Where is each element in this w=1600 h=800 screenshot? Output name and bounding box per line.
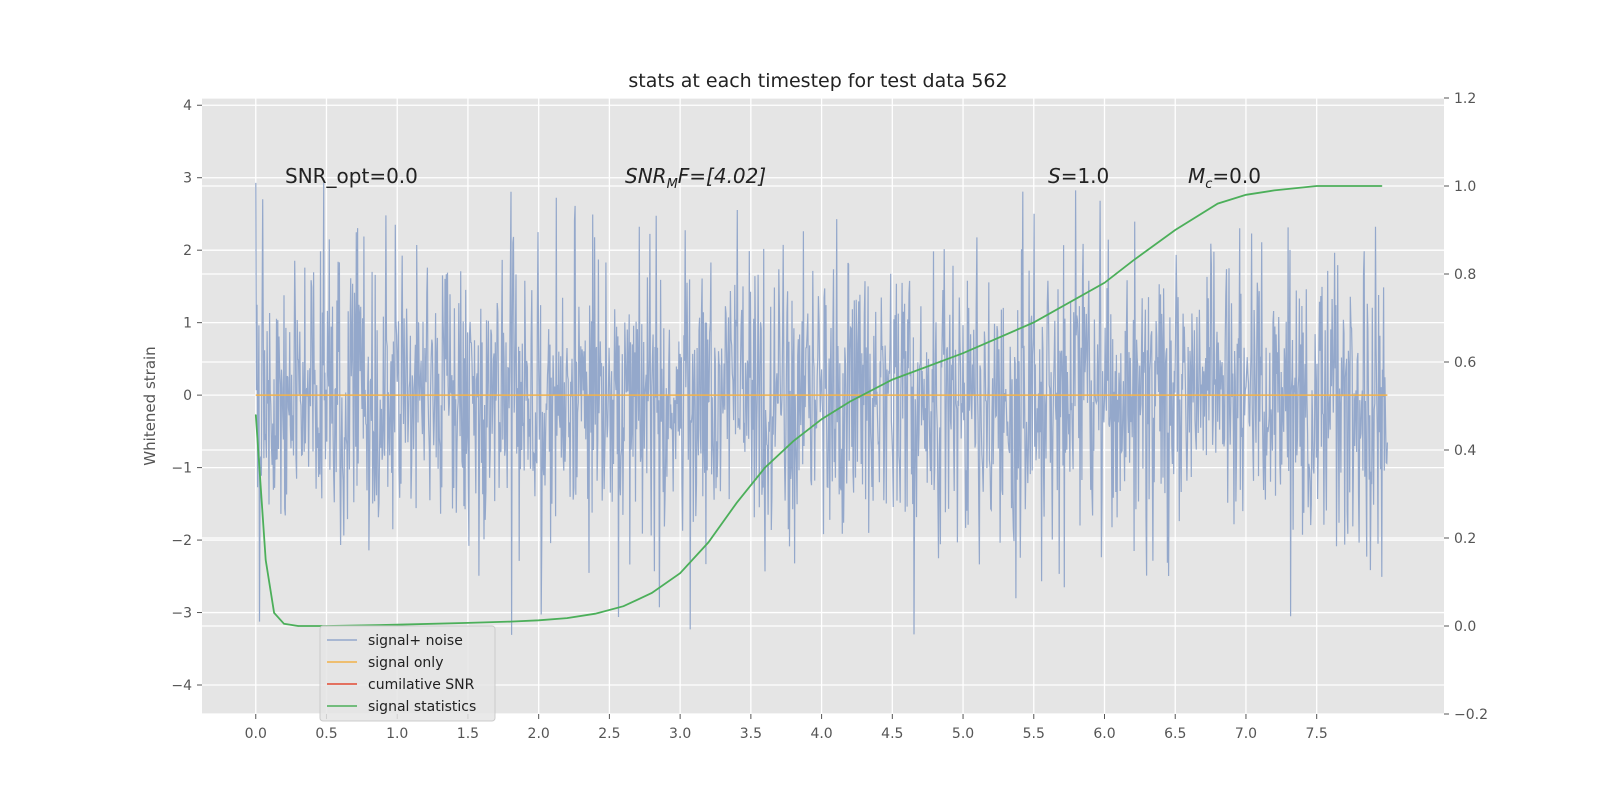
signal-statistics-point xyxy=(792,440,794,442)
x-tick-label: 1.0 xyxy=(386,726,408,742)
signal-statistics-point xyxy=(1217,203,1219,205)
x-tick-label: 2.5 xyxy=(598,726,620,742)
x-tick-label: 0.0 xyxy=(245,726,267,742)
legend-label-signal-statistics: signal statistics xyxy=(368,699,476,715)
signal-statistics-point xyxy=(396,624,398,626)
signal-statistics-point xyxy=(891,379,893,381)
x-tick-label: 6.5 xyxy=(1164,726,1186,742)
annotation-s-rest: =1.0 xyxy=(1061,164,1110,188)
signal-statistics-point xyxy=(849,401,851,403)
annotation-s-italic: S xyxy=(1048,164,1061,188)
x-tick-label: 1.5 xyxy=(457,726,479,742)
legend: signal+ noise signal only cumilative SNR… xyxy=(319,625,496,722)
signal-statistics-point xyxy=(622,605,625,607)
x-tick-label: 7.0 xyxy=(1235,726,1257,742)
signal-statistics-point xyxy=(1132,260,1134,262)
x-tick-label: 3.0 xyxy=(669,726,691,742)
signal-statistics-point xyxy=(467,622,469,624)
signal-statistics-point xyxy=(255,414,257,416)
x-tick-label: 2.0 xyxy=(528,726,550,742)
signal-statistics-point xyxy=(820,418,823,420)
signal-statistics-point xyxy=(1033,321,1035,323)
annotation-snr-mf-rest: F=[4.02] xyxy=(678,164,766,188)
left-y-axis: 4 3 2 1 0 −1 −2 −3 −4 xyxy=(171,98,202,694)
annotation-mc-rest: =0.0 xyxy=(1212,164,1261,188)
signal-statistics-point xyxy=(297,625,299,627)
x-tick-label: 4.5 xyxy=(881,726,903,742)
legend-label-signal-noise: signal+ noise xyxy=(368,633,463,649)
x-tick-label: 0.5 xyxy=(315,726,337,742)
signal-statistics-point xyxy=(273,612,275,614)
signal-statistics-point xyxy=(736,502,738,504)
signal-statistics-points xyxy=(255,185,1383,627)
x-tick-label: 5.5 xyxy=(1023,726,1045,742)
y2-tick-label: 0.0 xyxy=(1454,619,1476,635)
signal-statistics-point xyxy=(566,617,568,619)
x-tick-label: 6.0 xyxy=(1093,726,1115,742)
annotation-snr-opt: SNR_opt=0.0 xyxy=(285,164,418,188)
signal-statistics-point xyxy=(283,623,285,625)
y-tick-label: 3 xyxy=(183,171,192,187)
x-axis: 0.0 0.5 1.0 1.5 2.0 2.5 3.0 3.5 4.0 4.5 5.0 5.5 6.0 6… xyxy=(245,714,1328,742)
signal-statistics-point xyxy=(1103,282,1106,284)
signal-noise-series xyxy=(255,182,1388,635)
right-y-axis: 1.2 1.0 0.8 0.6 0.4 0.2 0.0 −0.2 xyxy=(1444,91,1488,723)
y2-tick-label: −0.2 xyxy=(1454,707,1488,723)
y-tick-label: −3 xyxy=(171,606,192,622)
annotation-mc-sub: c xyxy=(1205,177,1212,192)
signal-statistics-point xyxy=(1273,189,1275,191)
y-tick-label: 0 xyxy=(183,388,192,404)
signal-statistics-point xyxy=(509,621,511,623)
y-tick-label: −4 xyxy=(171,678,192,694)
y2-tick-label: 1.0 xyxy=(1454,179,1476,195)
y2-tick-label: 0.4 xyxy=(1454,443,1476,459)
signal-statistics-point xyxy=(764,467,766,469)
chart-title: stats at each timestep for test data 562 xyxy=(628,70,1007,92)
y-tick-label: 1 xyxy=(183,316,192,332)
signal-statistics-point xyxy=(1245,194,1247,196)
x-tick-label: 3.5 xyxy=(740,726,762,742)
y-axis-label: Whitened strain xyxy=(141,346,159,465)
y-tick-label: −1 xyxy=(171,461,192,477)
y-tick-label: −2 xyxy=(171,533,192,549)
annotation-mc: Mc=0.0 xyxy=(1188,164,1261,192)
signal-statistics-point xyxy=(1174,229,1176,231)
annotation-snr-mf-base: SNR xyxy=(625,164,667,188)
y-tick-label: 2 xyxy=(183,243,192,259)
x-tick-label: 4.0 xyxy=(810,726,832,742)
y-tick-label: 4 xyxy=(183,98,192,114)
y2-tick-label: 1.2 xyxy=(1454,91,1476,107)
signal-statistics-point xyxy=(1316,185,1318,187)
annotation-mc-italic: M xyxy=(1188,164,1205,188)
x-tick-label: 7.5 xyxy=(1306,726,1328,742)
signal-statistics-point xyxy=(538,619,540,621)
legend-label-cumulative-snr: cumilative SNR xyxy=(368,677,475,693)
y2-tick-label: 0.8 xyxy=(1454,267,1476,283)
y2-tick-label: 0.6 xyxy=(1454,355,1476,371)
legend-box xyxy=(319,625,496,722)
signal-statistics-point xyxy=(707,541,710,544)
signal-statistics-point xyxy=(962,352,964,354)
annotation-s: S=1.0 xyxy=(1048,164,1109,188)
signal-statistics-point xyxy=(651,592,653,594)
signal-statistics-point xyxy=(265,559,267,561)
signal-statistics-point xyxy=(679,572,681,574)
annotation-snr-mf-sub: M xyxy=(667,177,678,192)
annotation-snr-mf: SNRMF=[4.02] xyxy=(625,164,766,192)
signal-noise-line xyxy=(255,182,1388,635)
y2-tick-label: 0.2 xyxy=(1454,531,1476,547)
x-tick-label: 5.0 xyxy=(952,726,974,742)
signal-statistics-point xyxy=(1381,185,1383,187)
legend-label-signal-only: signal only xyxy=(368,655,443,671)
signal-statistics-point xyxy=(594,613,596,615)
